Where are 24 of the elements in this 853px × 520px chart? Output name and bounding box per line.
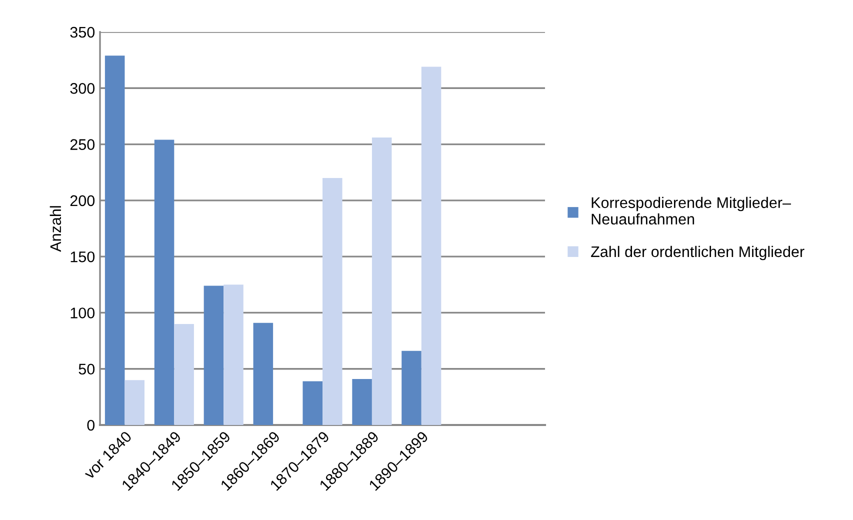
- bar: [372, 138, 392, 425]
- bar: [224, 284, 244, 425]
- y-tick-label: 150: [70, 251, 95, 262]
- bar: [302, 381, 322, 425]
- y-tick-label: 100: [70, 308, 95, 318]
- bar: [104, 56, 125, 425]
- y-tick-label: 0: [87, 420, 95, 431]
- bar: [124, 380, 144, 425]
- y-tick-label: 250: [70, 139, 95, 150]
- bar: [174, 324, 194, 425]
- bar: [421, 66, 442, 425]
- y-tick-label: 200: [70, 195, 95, 206]
- bar: [253, 322, 274, 425]
- y-axis-title: Anzahl: [50, 206, 62, 252]
- bar: [154, 140, 174, 425]
- y-tick-label: 350: [70, 26, 95, 38]
- legend-label: Zahl der ordentlichen Mitglieder: [591, 246, 804, 260]
- bar: [402, 350, 422, 425]
- bar: [204, 286, 224, 425]
- bar: [352, 378, 372, 425]
- y-tick-label: 300: [70, 83, 95, 94]
- y-tick-label: 50: [78, 364, 95, 375]
- bar: [322, 178, 342, 425]
- legend-label: Korrespodierende Mitglieder– Neuaufnahmen: [592, 196, 791, 225]
